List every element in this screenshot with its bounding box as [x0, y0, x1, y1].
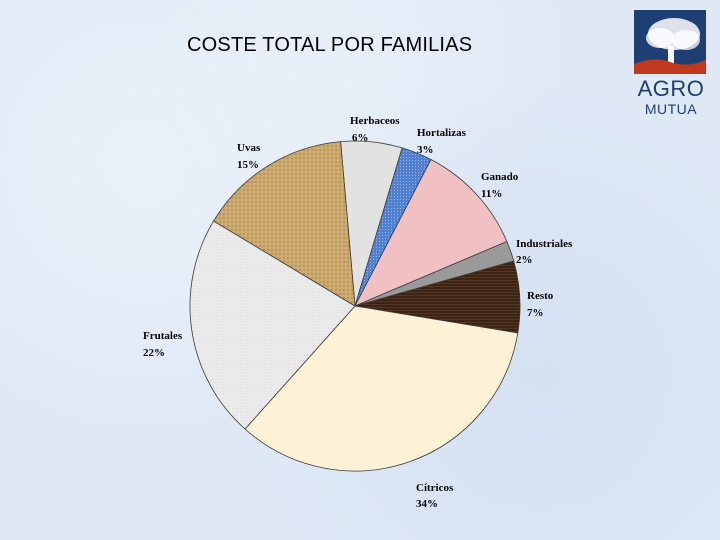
tree-logo-icon	[634, 10, 706, 74]
slice-percent-citricos: 34%	[416, 498, 438, 510]
slice-name-citricos: Cítricos	[416, 482, 454, 494]
logo-text-mutua: MUTUA	[644, 101, 698, 117]
slice-percent-herbaceos: 6%	[352, 132, 369, 144]
slice-name-resto: Resto	[527, 290, 554, 302]
slice-name-frutales: Frutales	[143, 330, 183, 342]
slice-name-ganado: Ganado	[481, 171, 519, 183]
pie-slice-uvas	[213, 141, 356, 307]
agromutua-logo: AGRO MUTUA	[632, 10, 710, 116]
pie-slice-citricos	[244, 305, 519, 472]
pie-slice-ganado	[354, 158, 508, 307]
slice-name-hortalizas: Hortalizas	[417, 127, 467, 139]
slice-percent-frutales: 22%	[143, 347, 165, 359]
pie-slice-frutales	[189, 220, 356, 430]
slice-percent-ganado: 11%	[481, 188, 502, 200]
slice-percent-resto: 7%	[527, 307, 544, 319]
slice-name-herbaceos: Herbaceos	[350, 115, 400, 127]
logo-text-agro: AGRO	[637, 76, 705, 101]
slice-percent-hortalizas: 3%	[417, 144, 434, 156]
slice-percent-uvas: 15%	[237, 159, 259, 171]
page-title: COSTE TOTAL POR FAMILIAS	[187, 34, 473, 56]
slice-name-uvas: Uvas	[237, 142, 261, 154]
slice-name-industriales: Industriales	[516, 238, 573, 250]
slice-percent-industriales: 2%	[516, 254, 533, 266]
